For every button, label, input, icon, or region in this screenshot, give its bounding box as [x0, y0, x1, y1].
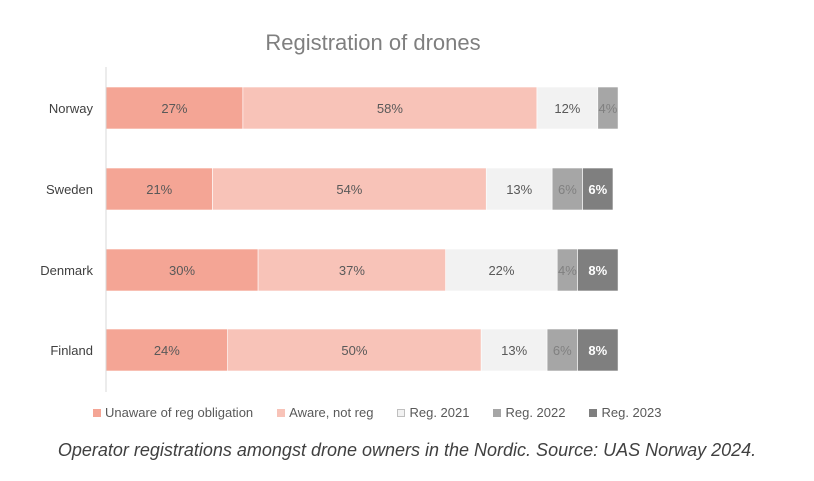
data-label: 30%	[169, 263, 195, 278]
bar-segment	[485, 167, 553, 211]
data-label: 37%	[339, 263, 365, 278]
bar-segment	[536, 86, 599, 130]
bars-layer	[105, 86, 619, 372]
bar-segment	[577, 248, 619, 292]
legend-item: Reg. 2023	[589, 405, 661, 420]
bar-segment	[105, 328, 228, 372]
bar-segment	[212, 167, 487, 211]
data-label: 8%	[588, 343, 607, 358]
legend-item: Aware, not reg	[277, 405, 373, 420]
legend: Unaware of reg obligation Aware, not reg R…	[93, 405, 661, 420]
legend-label: Unaware of reg obligation	[105, 405, 254, 420]
data-label: 21%	[146, 182, 172, 197]
legend-swatch	[277, 408, 286, 417]
data-label: 54%	[336, 182, 362, 197]
data-labels-layer: 27% 58% 12% 4% 21% 54% 13% 6% 6% 30% 37% 22% 4% 8% 24%…	[146, 101, 618, 358]
figure-caption: Operator registrations amongst drone own…	[57, 440, 757, 460]
category-label: Norway	[49, 101, 94, 116]
bar-segment	[551, 167, 583, 211]
category-label: Sweden	[46, 182, 93, 197]
bar-segment	[257, 248, 446, 292]
data-label: 24%	[154, 343, 180, 358]
bar-segment	[105, 248, 259, 292]
data-label: 6%	[553, 343, 572, 358]
chart-title: Registration of drones	[265, 30, 481, 55]
bar-segment	[105, 167, 213, 211]
legend-label: Reg. 2021	[409, 405, 470, 420]
bar-segment	[582, 167, 614, 211]
legend-item: Reg. 2022	[493, 405, 565, 420]
legend-label: Reg. 2023	[601, 405, 662, 420]
data-label: 27%	[161, 101, 187, 116]
data-label: 13%	[506, 182, 532, 197]
legend-item: Unaware of reg obligation	[93, 405, 253, 420]
bar-segment	[597, 86, 619, 130]
bar-segment	[480, 328, 548, 372]
data-label: 13%	[501, 343, 527, 358]
legend-swatch	[493, 408, 502, 417]
legend-swatch	[93, 408, 101, 417]
category-labels-layer: Norway Sweden Denmark Finland	[40, 101, 93, 358]
data-label: 50%	[341, 343, 367, 358]
bar-segment	[546, 328, 578, 372]
data-label: 4%	[599, 101, 618, 116]
data-label: 6%	[558, 182, 577, 197]
legend-label: Reg. 2022	[505, 405, 566, 420]
category-label: Denmark	[40, 263, 93, 278]
bar-segment	[227, 328, 482, 372]
legend-swatch	[589, 408, 598, 417]
legend-label: Aware, not reg	[289, 405, 374, 420]
bar-segment	[105, 86, 244, 130]
bar-segment	[577, 328, 619, 372]
legend-item: Reg. 2021	[397, 405, 469, 420]
data-label: 4%	[558, 263, 577, 278]
data-label: 8%	[588, 263, 607, 278]
data-label: 22%	[488, 263, 514, 278]
bar-segment	[242, 86, 538, 130]
data-label: 58%	[377, 101, 403, 116]
category-label: Finland	[50, 343, 93, 358]
stacked-bar-chart: 27% 58% 12% 4% 21% 54% 13% 6% 6% 30% 37% 22% 4% 8% 24%…	[40, 67, 619, 392]
data-label: 12%	[554, 101, 580, 116]
legend-swatch	[397, 408, 406, 417]
bar-segment	[445, 248, 558, 292]
data-label: 6%	[588, 182, 607, 197]
